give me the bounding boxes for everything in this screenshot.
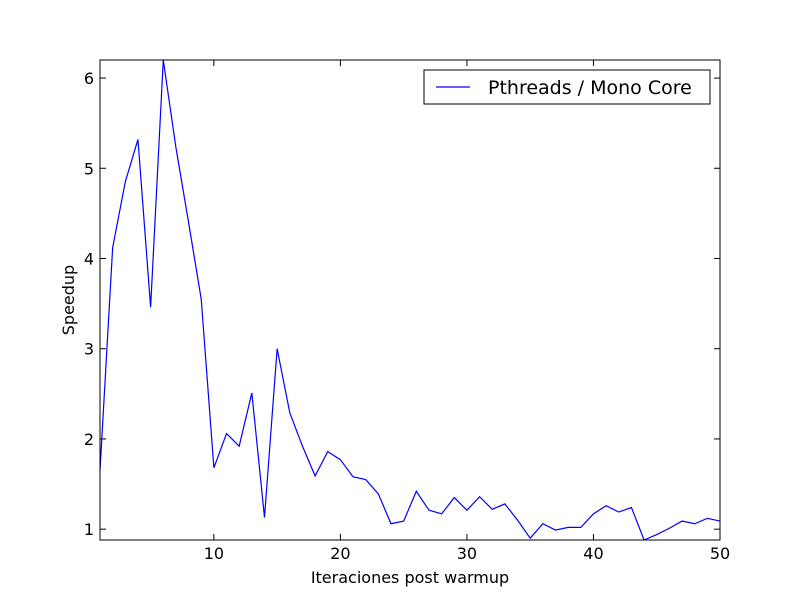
x-tick-label: 30 (457, 544, 477, 563)
legend-box (423, 69, 711, 105)
x-tick-label: 10 (204, 544, 224, 563)
y-tick-label: 5 (84, 159, 94, 178)
y-tick-label: 3 (84, 340, 94, 359)
x-axis-label: Iteraciones post warmup (311, 568, 509, 587)
y-tick-label: 6 (84, 69, 94, 88)
y-tick-label: 1 (84, 520, 94, 539)
legend-entry: Pthreads / Mono Core (488, 77, 692, 99)
plot-background (100, 60, 720, 540)
x-tick-label: 50 (710, 544, 730, 563)
tick-labels: 10 20 30 40 50 1 2 3 4 5 6 (84, 69, 730, 563)
y-tick-label: 4 (84, 249, 94, 268)
plot-frame (99, 59, 721, 541)
series-line (99, 59, 721, 541)
y-tick-label: 2 (84, 430, 94, 449)
y-axis-label: Speedup (59, 265, 78, 335)
series-layer (99, 59, 721, 541)
x-tick-label: 20 (330, 544, 350, 563)
legend: Pthreads / Mono Core (423, 69, 711, 105)
axis-ticks (100, 60, 721, 540)
x-tick-label: 40 (583, 544, 603, 563)
